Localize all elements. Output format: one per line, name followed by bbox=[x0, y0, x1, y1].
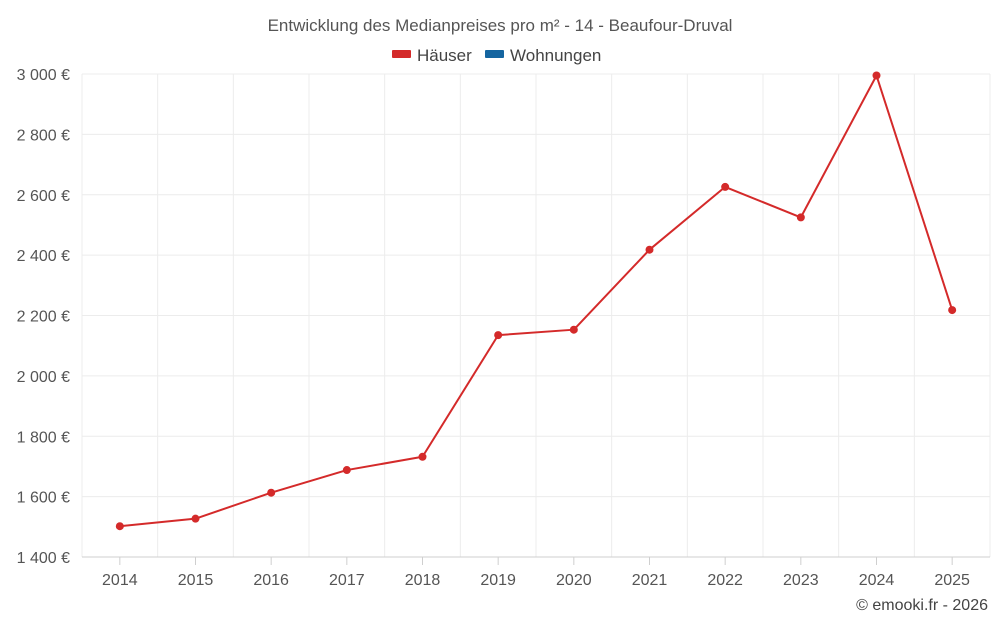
data-point[interactable] bbox=[569, 325, 578, 334]
data-point[interactable] bbox=[191, 514, 200, 523]
legend-label-wohnungen: Wohnungen bbox=[510, 46, 601, 65]
legend-swatch-haeuser bbox=[392, 50, 411, 58]
x-tick-label: 2016 bbox=[253, 572, 289, 589]
grid bbox=[81, 73, 991, 557]
series-haeuser bbox=[115, 71, 957, 531]
y-tick-label: 2 200 € bbox=[17, 309, 70, 326]
data-point[interactable] bbox=[721, 182, 730, 191]
y-tick-label: 2 000 € bbox=[17, 369, 70, 386]
x-tick-label: 2017 bbox=[329, 572, 365, 589]
x-tick-label: 2015 bbox=[178, 572, 214, 589]
data-point[interactable] bbox=[948, 306, 957, 315]
legend: Häuser Wohnungen bbox=[392, 46, 601, 65]
legend-label-haeuser: Häuser bbox=[417, 46, 472, 65]
data-point[interactable] bbox=[115, 522, 124, 531]
y-tick-label: 1 400 € bbox=[17, 550, 70, 567]
axes: 1 400 € 1 600 € 1 800 € 2 000 € 2 200 € 2 400… bbox=[17, 67, 990, 589]
legend-swatch-wohnungen bbox=[485, 50, 504, 58]
legend-item-wohnungen[interactable]: Wohnungen bbox=[485, 46, 601, 65]
data-point[interactable] bbox=[796, 213, 805, 222]
x-tick-label: 2018 bbox=[405, 572, 441, 589]
y-tick-label: 1 800 € bbox=[17, 429, 70, 446]
data-point[interactable] bbox=[342, 466, 351, 475]
x-tick-label: 2024 bbox=[859, 572, 895, 589]
credit-text: © emooki.fr - 2026 bbox=[856, 597, 988, 614]
x-tick-label: 2022 bbox=[707, 572, 743, 589]
x-tick-label: 2019 bbox=[480, 572, 516, 589]
series-line bbox=[119, 74, 954, 528]
chart-title: Entwicklung des Medianpreises pro m² - 1… bbox=[268, 16, 733, 35]
y-tick-label: 3 000 € bbox=[17, 67, 70, 84]
x-tick-label: 2023 bbox=[783, 572, 819, 589]
x-tick-label: 2020 bbox=[556, 572, 592, 589]
data-point[interactable] bbox=[872, 71, 881, 80]
y-tick-label: 2 800 € bbox=[17, 127, 70, 144]
data-point[interactable] bbox=[267, 488, 276, 497]
x-tick-label: 2021 bbox=[632, 572, 668, 589]
legend-item-haeuser[interactable]: Häuser bbox=[392, 46, 472, 65]
x-tick-label: 2014 bbox=[102, 572, 138, 589]
data-point[interactable] bbox=[418, 452, 427, 461]
y-tick-label: 2 600 € bbox=[17, 188, 70, 205]
x-tick-label: 2025 bbox=[934, 572, 970, 589]
y-tick-label: 2 400 € bbox=[17, 248, 70, 265]
y-tick-label: 1 600 € bbox=[17, 490, 70, 507]
data-point[interactable] bbox=[645, 245, 654, 254]
data-point[interactable] bbox=[494, 331, 503, 340]
